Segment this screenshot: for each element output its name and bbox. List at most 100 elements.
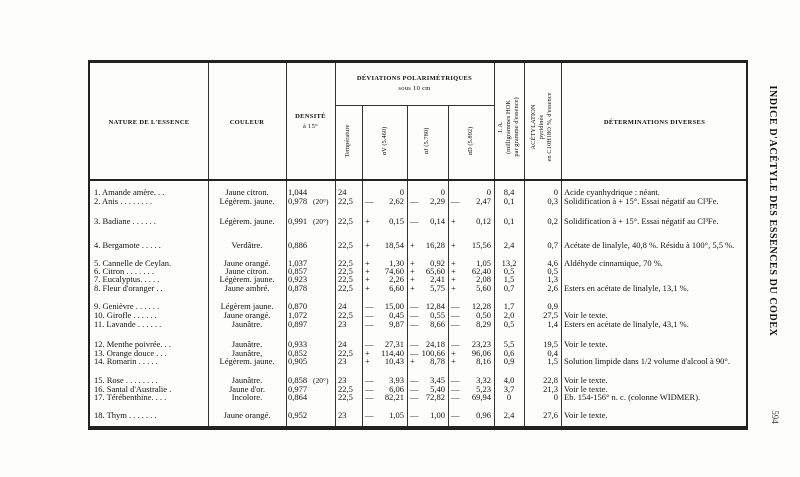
- row-acetylation: 1,5: [547, 356, 558, 366]
- header-ia-line3: par gramme d'essence): [513, 97, 520, 157]
- col-divider: [286, 63, 287, 426]
- row-densite: 0,933: [288, 339, 308, 349]
- row-ia: 1,7: [503, 301, 515, 311]
- row-aj-sign: +: [410, 274, 415, 284]
- row-densite: 0,870: [288, 301, 308, 311]
- row-densite: 1,037: [288, 258, 308, 268]
- row-temperature: 22,5: [338, 196, 353, 206]
- row-name: 15. Rose . . . . . . . .: [94, 375, 158, 385]
- row-ad-value: 0: [486, 187, 491, 197]
- row-ia: 8,4: [503, 187, 515, 197]
- row-acetylation: 2,6: [547, 283, 558, 293]
- row-couleur: Jaune d'or.: [229, 384, 265, 394]
- row-temperature: 22,5: [338, 392, 353, 402]
- col-divider: [524, 63, 525, 426]
- row-acetylation: 0,7: [547, 240, 558, 250]
- row-acetylation: 4,6: [547, 258, 558, 268]
- row-aj-sign: —: [410, 375, 419, 385]
- row-ad-value: 12,28: [471, 301, 491, 311]
- row-temperature: 22,5: [338, 283, 353, 293]
- row-temperature: 23: [338, 356, 347, 366]
- row-aj-value: 72,82: [425, 392, 445, 402]
- row-ad-sign: +: [451, 240, 456, 250]
- row-ad-sign: +: [451, 216, 456, 226]
- row-ad-sign: +: [451, 258, 456, 268]
- header-alpha-d: αD (5.892): [467, 126, 474, 156]
- row-name: 1. Amande amère. . .: [94, 187, 165, 197]
- row-densite: 0,952: [288, 410, 308, 420]
- row-ad-sign: —: [451, 301, 460, 311]
- row-av-sign: +: [365, 283, 370, 293]
- row-couleur: Jaune orangé.: [223, 258, 271, 268]
- row-temperature: 24: [338, 301, 347, 311]
- row-av-sign: —: [365, 375, 374, 385]
- row-ia: 0,5: [503, 319, 515, 329]
- row-temperature: 23: [338, 410, 347, 420]
- row-name: 7. Eucalyptus. . . . .: [94, 274, 160, 284]
- row-ia: 1,5: [503, 274, 515, 284]
- row-determinations: Acétate de linalyle, 40,8 %. Résidu à 10…: [564, 240, 735, 250]
- row-densite: 0,923: [288, 274, 308, 284]
- row-av-value: 82,21: [384, 392, 404, 402]
- row-acetylation: 1,3: [547, 274, 558, 284]
- row-ad-sign: +: [451, 274, 456, 284]
- row-acetylation: 21,3: [543, 384, 558, 394]
- row-ad-sign: +: [451, 266, 456, 276]
- row-couleur: Jaunâtre.: [231, 339, 263, 349]
- row-name: 16. Santal d'Australie .: [94, 384, 172, 394]
- row-ia: 0,1: [503, 216, 515, 226]
- row-aj-value: 8,66: [430, 319, 445, 329]
- row-acetylation: 19,5: [543, 339, 558, 349]
- row-temperature: 22,5: [338, 348, 353, 358]
- row-aj-sign: +: [410, 240, 415, 250]
- row-acetylation: 0,2: [547, 216, 558, 226]
- row-ia: 2,4: [503, 410, 515, 420]
- row-aj-sign: +: [410, 356, 415, 366]
- header-deviations-sub: sous 10 cm: [398, 85, 431, 92]
- row-acetylation: 27,6: [543, 410, 558, 420]
- row-couleur: Légèrem jaune.: [220, 301, 274, 311]
- row-aj-value: 0,55: [430, 310, 445, 320]
- row-determinations: Esters en acétate de linalyle, 13,1 %.: [564, 283, 689, 293]
- row-aj-sign: —: [410, 216, 419, 226]
- row-av-value: 0,15: [389, 216, 404, 226]
- row-ad-value: 0,12: [476, 216, 491, 226]
- row-determinations: Aldéhyde cinnamique, 70 %.: [564, 258, 663, 268]
- row-av-value: 15,00: [384, 301, 404, 311]
- row-ad-value: 0,96: [476, 410, 491, 420]
- header-densite: DENSITÉ: [295, 113, 326, 120]
- row-name: 3. Badiane . . . . . .: [94, 216, 156, 226]
- row-aj-value: 0,92: [430, 258, 445, 268]
- row-aj-value: 3,45: [430, 375, 445, 385]
- row-ia: 0,1: [503, 196, 515, 206]
- row-av-sign: +: [365, 348, 370, 358]
- row-temperature: 23: [338, 375, 347, 385]
- row-av-sign: +: [365, 356, 370, 366]
- row-couleur: Jaunâtre,: [231, 348, 263, 358]
- row-av-sign: —: [365, 310, 374, 320]
- row-ia: 0: [506, 392, 512, 402]
- row-determinations: Esters en acétate de linalyle, 43,1 %.: [564, 319, 689, 329]
- row-aj-sign: +: [410, 266, 415, 276]
- header-alpha-j: αJ (5.780): [423, 127, 430, 155]
- row-ad-value: 2,47: [476, 196, 491, 206]
- row-determinations: Voir le texte.: [564, 375, 608, 385]
- row-ad-value: 3,32: [476, 375, 491, 385]
- header-divider: [335, 105, 494, 106]
- row-temperature: 22,5: [338, 240, 353, 250]
- row-couleur: Jaune orangé.: [223, 310, 271, 320]
- row-ad-value: 1,05: [476, 258, 491, 268]
- row-ad-sign: —: [451, 384, 460, 394]
- row-name: 11. Lavande . . . . . .: [94, 319, 162, 329]
- row-acetylation: 0,3: [547, 196, 558, 206]
- data-table: NATURE DE L'ESSENCE COULEUR DENSITÉ à 15…: [88, 60, 748, 430]
- row-av-sign: —: [365, 339, 374, 349]
- row-aj-value: 0: [440, 187, 445, 197]
- row-aj-value: 100,66: [421, 348, 445, 358]
- row-name: 12. Menthe poivrée. . .: [94, 339, 171, 349]
- row-ia: 0,6: [503, 348, 515, 358]
- header-densite-temp: à 15°: [302, 123, 319, 130]
- row-av-sign: —: [365, 319, 374, 329]
- row-densite: 1,044: [288, 187, 308, 197]
